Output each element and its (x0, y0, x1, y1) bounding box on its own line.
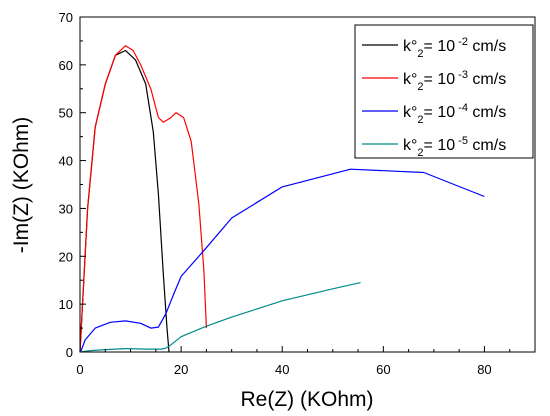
legend-label-2: k°2= 10 -3 cm/s (403, 69, 506, 93)
y-axis-ticks: 0 10 20 30 40 50 60 70 (59, 10, 86, 360)
x-tick-label: 80 (477, 362, 491, 377)
y-tick-label: 20 (59, 249, 73, 264)
legend-label-4: k°2= 10 -5 cm/s (403, 135, 506, 159)
y-tick-label: 30 (59, 201, 73, 216)
y-tick-label: 40 (59, 154, 73, 169)
y-axis-label: -Im(Z) (KOhm) (10, 117, 33, 253)
x-tick-label: 0 (76, 362, 83, 377)
legend: k°2= 10 -2 cm/s k°2= 10 -3 cm/s k°2= 10 -4… (354, 24, 534, 159)
series-line-2 (79, 45, 207, 353)
x-tick-label: 20 (174, 362, 188, 377)
x-axis-ticks: 0 20 40 60 80 (76, 346, 536, 377)
series-line-3 (80, 168, 485, 352)
y-tick-label: 70 (59, 10, 73, 25)
x-tick-label: 60 (376, 362, 390, 377)
y-tick-label: 60 (59, 58, 73, 73)
series-line-4 (79, 282, 361, 353)
x-axis-label: Re(Z) (KOhm) (241, 388, 374, 411)
series-line-1 (79, 49, 170, 353)
x-tick-label: 40 (275, 362, 289, 377)
series-layer (79, 45, 485, 353)
y-tick-label: 0 (66, 345, 73, 360)
legend-label-3: k°2= 10 -4 cm/s (403, 102, 506, 126)
legend-box (354, 24, 534, 159)
legend-label-1: k°2= 10 -2 cm/s (403, 36, 506, 60)
y-tick-label: 50 (59, 106, 73, 121)
y-tick-label: 10 (59, 297, 73, 312)
